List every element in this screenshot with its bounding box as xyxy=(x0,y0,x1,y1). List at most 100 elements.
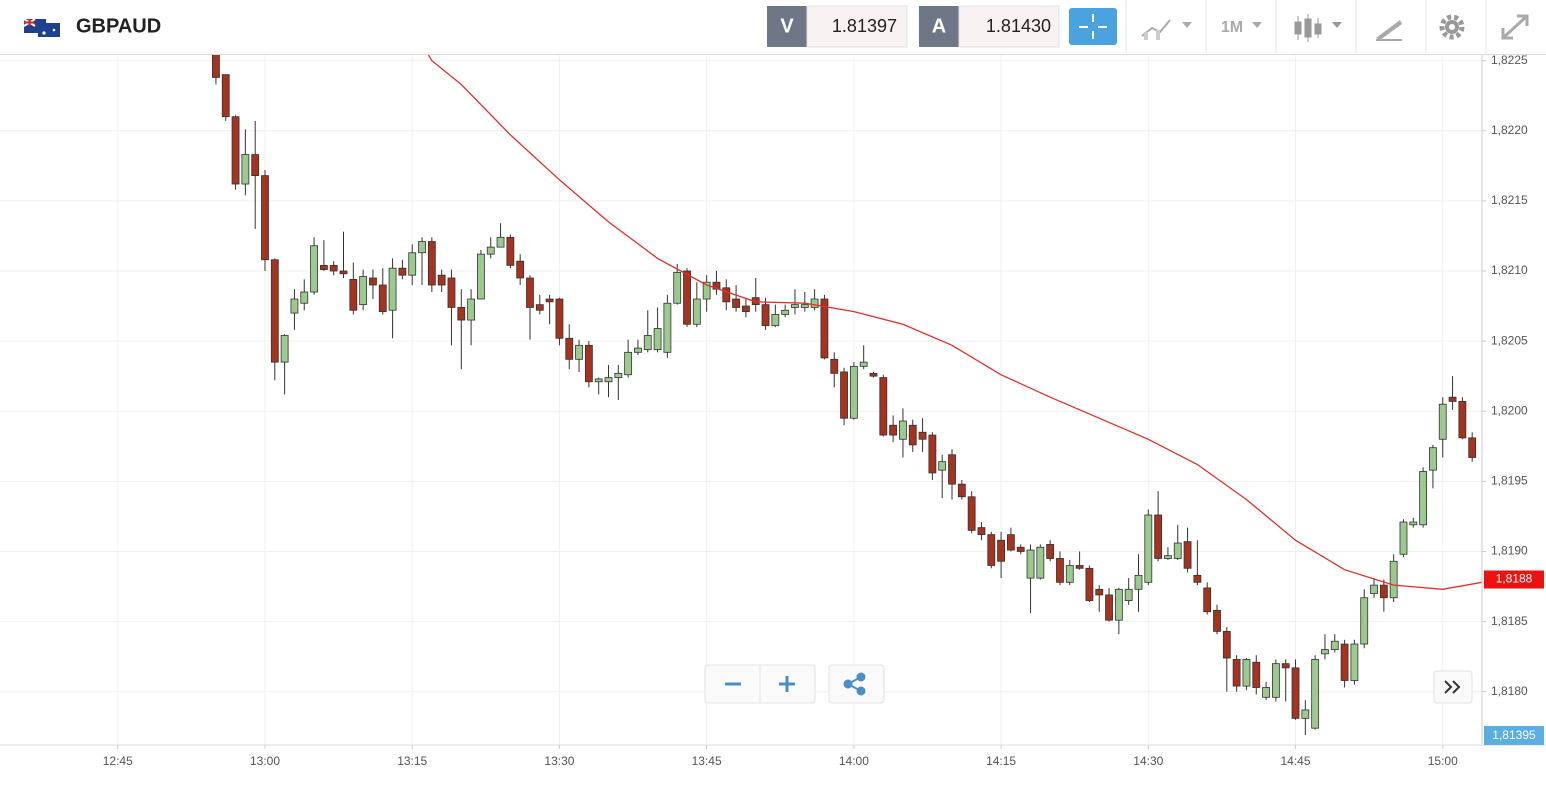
candle-body xyxy=(1183,541,1192,569)
candle-body xyxy=(594,378,603,383)
candle-body xyxy=(1222,631,1231,659)
candle-body xyxy=(1271,663,1280,698)
candle-body xyxy=(889,424,898,436)
bid-button[interactable] xyxy=(767,6,807,47)
candle-body xyxy=(447,277,456,308)
candle-body xyxy=(673,271,682,304)
candle-body xyxy=(1095,588,1104,596)
candle-body xyxy=(1036,546,1045,579)
candle-body xyxy=(1252,661,1261,688)
candle-body xyxy=(840,371,848,419)
x-tick-label: 12:45 xyxy=(103,754,133,768)
candle-type-button[interactable] xyxy=(1294,14,1342,42)
candle-body xyxy=(634,347,642,353)
candle-body xyxy=(486,246,495,255)
candle-body xyxy=(1203,587,1212,613)
fullscreen-button[interactable] xyxy=(1501,14,1529,40)
grid xyxy=(0,55,1482,745)
candle-body xyxy=(643,335,652,350)
candle-body xyxy=(1213,609,1221,632)
candle-body xyxy=(516,260,525,279)
x-tick-label: 13:00 xyxy=(250,754,280,768)
candle-body xyxy=(280,335,289,363)
flag-icon xyxy=(23,18,60,37)
chart-type-button[interactable] xyxy=(1141,19,1192,40)
candle-body xyxy=(1389,560,1398,599)
candle-body xyxy=(859,361,868,367)
candle-body xyxy=(545,298,554,303)
candle-body xyxy=(231,116,240,185)
candle-body xyxy=(1429,447,1437,471)
candle-body xyxy=(319,264,328,270)
candle-body xyxy=(1105,594,1113,621)
candle-body xyxy=(624,351,633,376)
candle-body xyxy=(535,304,544,311)
crosshair-button[interactable] xyxy=(1069,8,1117,45)
timeframe-caret xyxy=(1252,22,1262,28)
candle-body xyxy=(339,270,348,275)
candle-body xyxy=(418,241,426,254)
bid-label: V xyxy=(780,15,794,37)
ask-label: A xyxy=(932,15,946,37)
plot-area xyxy=(212,55,1482,736)
last-price: 1,8188 xyxy=(1496,572,1533,586)
candle-body xyxy=(1144,514,1153,583)
candle-body xyxy=(1026,549,1035,579)
candle-body xyxy=(918,431,927,440)
bid-box[interactable] xyxy=(806,5,908,48)
candle-body xyxy=(967,496,976,531)
y-tick-label: 1,8205 xyxy=(1491,333,1528,347)
scroll-right-button[interactable] xyxy=(1433,670,1473,704)
separators xyxy=(1125,0,1487,54)
bid-price: 1.81397 xyxy=(832,16,897,36)
candle-body xyxy=(1232,659,1241,687)
candle-body xyxy=(928,434,937,474)
y-tick-label: 1,8210 xyxy=(1491,263,1528,277)
candle-body xyxy=(1114,588,1123,621)
zoom-controls xyxy=(704,664,1473,704)
candle-body xyxy=(270,259,279,363)
candle-body xyxy=(1409,521,1418,526)
settings-button[interactable] xyxy=(1439,14,1465,40)
candle-body xyxy=(1016,546,1025,552)
toolbar: GBPAUD V 1.81397 A 1.81430 1M xyxy=(0,0,1546,55)
candle-body xyxy=(1262,687,1270,698)
candle-body xyxy=(398,267,407,276)
candle-body xyxy=(1173,542,1182,559)
ask-button[interactable] xyxy=(919,6,959,47)
candle-body xyxy=(830,358,839,374)
candle-body xyxy=(437,274,446,286)
candle-body xyxy=(261,175,269,261)
candle-body xyxy=(1242,659,1251,687)
candle-body xyxy=(1193,574,1202,583)
candle-body xyxy=(1340,643,1349,681)
ask-box[interactable] xyxy=(958,5,1060,48)
candle-body xyxy=(908,424,917,446)
candle-body xyxy=(1124,588,1133,601)
candle-body xyxy=(496,236,505,248)
x-tick-label: 13:45 xyxy=(692,754,722,768)
candle-body xyxy=(1350,643,1359,681)
zoom-in[interactable] xyxy=(779,676,795,692)
candle-body xyxy=(977,527,986,536)
candle-body xyxy=(584,344,593,383)
candle-body xyxy=(800,304,809,308)
draw-tool-button[interactable] xyxy=(1376,20,1402,41)
candle-body xyxy=(427,241,436,286)
candle-body xyxy=(1330,640,1339,651)
last-price-box xyxy=(1484,570,1544,589)
share-button[interactable] xyxy=(828,664,885,704)
scroll-right-icon xyxy=(1444,680,1461,694)
x-tick-label: 15:00 xyxy=(1428,754,1458,768)
candle-body xyxy=(457,307,466,321)
candle-body xyxy=(722,287,731,303)
candle-body xyxy=(732,298,740,308)
timeframe-button[interactable]: 1M xyxy=(1221,19,1243,36)
candle-body xyxy=(1134,574,1143,590)
candle-body xyxy=(987,534,996,566)
y-tick-label: 1,8225 xyxy=(1491,53,1528,67)
candle-body xyxy=(869,372,878,377)
candle-body xyxy=(1007,534,1015,551)
candle-body xyxy=(1065,565,1074,583)
